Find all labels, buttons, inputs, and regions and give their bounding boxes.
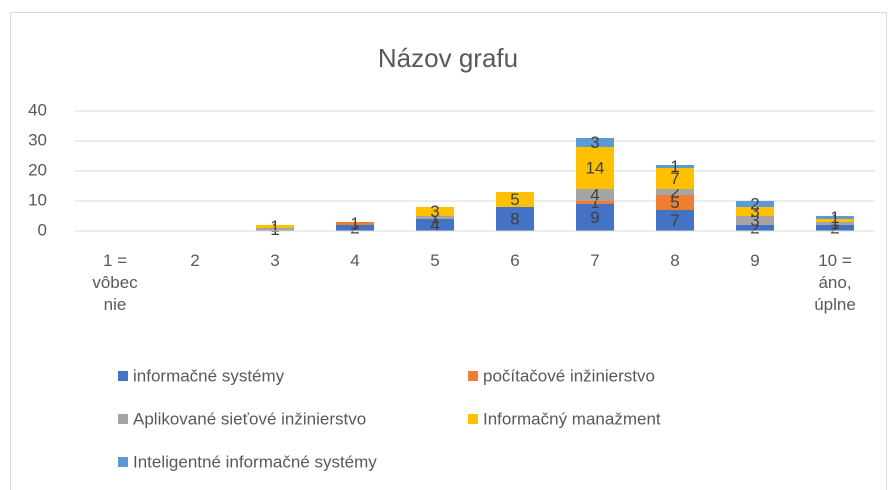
- data-label: 1: [830, 211, 839, 230]
- legend-swatch: [118, 414, 128, 424]
- data-label: 7: [670, 211, 679, 230]
- data-label: 2: [670, 182, 679, 201]
- legend-label: počítačové inžinierstvo: [483, 366, 655, 385]
- bar-segment: [336, 222, 374, 225]
- x-tick-label: 6: [510, 251, 520, 270]
- data-label: 4: [430, 215, 439, 234]
- bar-segment: [496, 192, 534, 207]
- legend-label: informačné systémy: [133, 366, 285, 385]
- bar-segment: [256, 225, 294, 228]
- data-label: 1: [430, 208, 439, 227]
- bar-segment: [496, 207, 534, 231]
- data-label: 3: [750, 211, 759, 230]
- legend-label: Aplikované sieťové inžinierstvo: [133, 409, 366, 428]
- bar-segment: [256, 228, 294, 231]
- data-label: 2: [350, 218, 359, 237]
- bar-segment: [736, 225, 774, 231]
- data-label: 2: [830, 218, 839, 237]
- data-label: 1: [270, 220, 279, 239]
- x-tick-label: 4: [350, 251, 360, 270]
- bar-segment: [416, 207, 454, 216]
- legend-label: Informačný manažment: [483, 409, 661, 428]
- bar-segment: [816, 216, 854, 219]
- data-label: 1: [670, 157, 679, 176]
- x-tick-label: 3: [270, 251, 280, 270]
- legend-label: Inteligentné informačné systémy: [133, 452, 377, 471]
- bar-segment: [816, 219, 854, 222]
- x-tick-label: 8: [670, 251, 680, 270]
- bar-segment: [656, 189, 694, 195]
- bar-segment: [576, 147, 614, 189]
- data-label: 4: [590, 185, 599, 204]
- x-tick-label: 5: [430, 251, 440, 270]
- data-label: 3: [430, 202, 439, 221]
- data-label: 1: [270, 217, 279, 236]
- data-label: 14: [586, 158, 605, 177]
- data-label: 1: [590, 193, 599, 212]
- bar-segment: [416, 219, 454, 231]
- bar-segment: [576, 189, 614, 201]
- legend-swatch: [468, 414, 478, 424]
- data-label: 7: [670, 169, 679, 188]
- bar-segment: [816, 222, 854, 225]
- bar-segment: [656, 195, 694, 210]
- data-label: 2: [750, 218, 759, 237]
- data-label: 9: [590, 208, 599, 227]
- bar-segment: [656, 168, 694, 189]
- x-tick-label: 10 = áno, úplne: [814, 251, 856, 314]
- y-tick-label: 40: [28, 100, 47, 119]
- data-label: 1: [830, 214, 839, 233]
- data-label: 3: [590, 133, 599, 152]
- x-tick-label: 7: [590, 251, 600, 270]
- x-tick-label: 1 = vôbec nie: [92, 251, 138, 314]
- data-label: 8: [510, 209, 519, 228]
- x-tick-label: 9: [750, 251, 760, 270]
- chart-border: [10, 12, 887, 490]
- bar-segment: [736, 201, 774, 207]
- data-label: 2: [750, 194, 759, 213]
- bar-segment: [576, 201, 614, 204]
- bar-segment: [416, 216, 454, 219]
- data-label: 1: [350, 214, 359, 233]
- legend-swatch: [118, 457, 128, 467]
- bar-segment: [736, 216, 774, 225]
- y-tick-label: 0: [38, 220, 47, 239]
- legend-swatch: [468, 371, 478, 381]
- data-label: 5: [670, 193, 679, 212]
- chart-title: Názov grafu: [378, 43, 518, 73]
- bar-segment: [656, 165, 694, 168]
- y-tick-label: 20: [28, 160, 47, 179]
- y-tick-label: 30: [28, 130, 47, 149]
- data-label: 5: [510, 190, 519, 209]
- data-label: 1: [830, 208, 839, 227]
- bar-segment: [576, 138, 614, 147]
- bar-segment: [736, 207, 774, 216]
- bar-segment: [656, 210, 694, 231]
- bar-segment: [816, 225, 854, 231]
- bar-segment: [336, 225, 374, 231]
- data-label: 3: [750, 202, 759, 221]
- y-tick-label: 10: [28, 190, 47, 209]
- legend-swatch: [118, 371, 128, 381]
- x-tick-label: 2: [190, 251, 200, 270]
- bar-segment: [576, 204, 614, 231]
